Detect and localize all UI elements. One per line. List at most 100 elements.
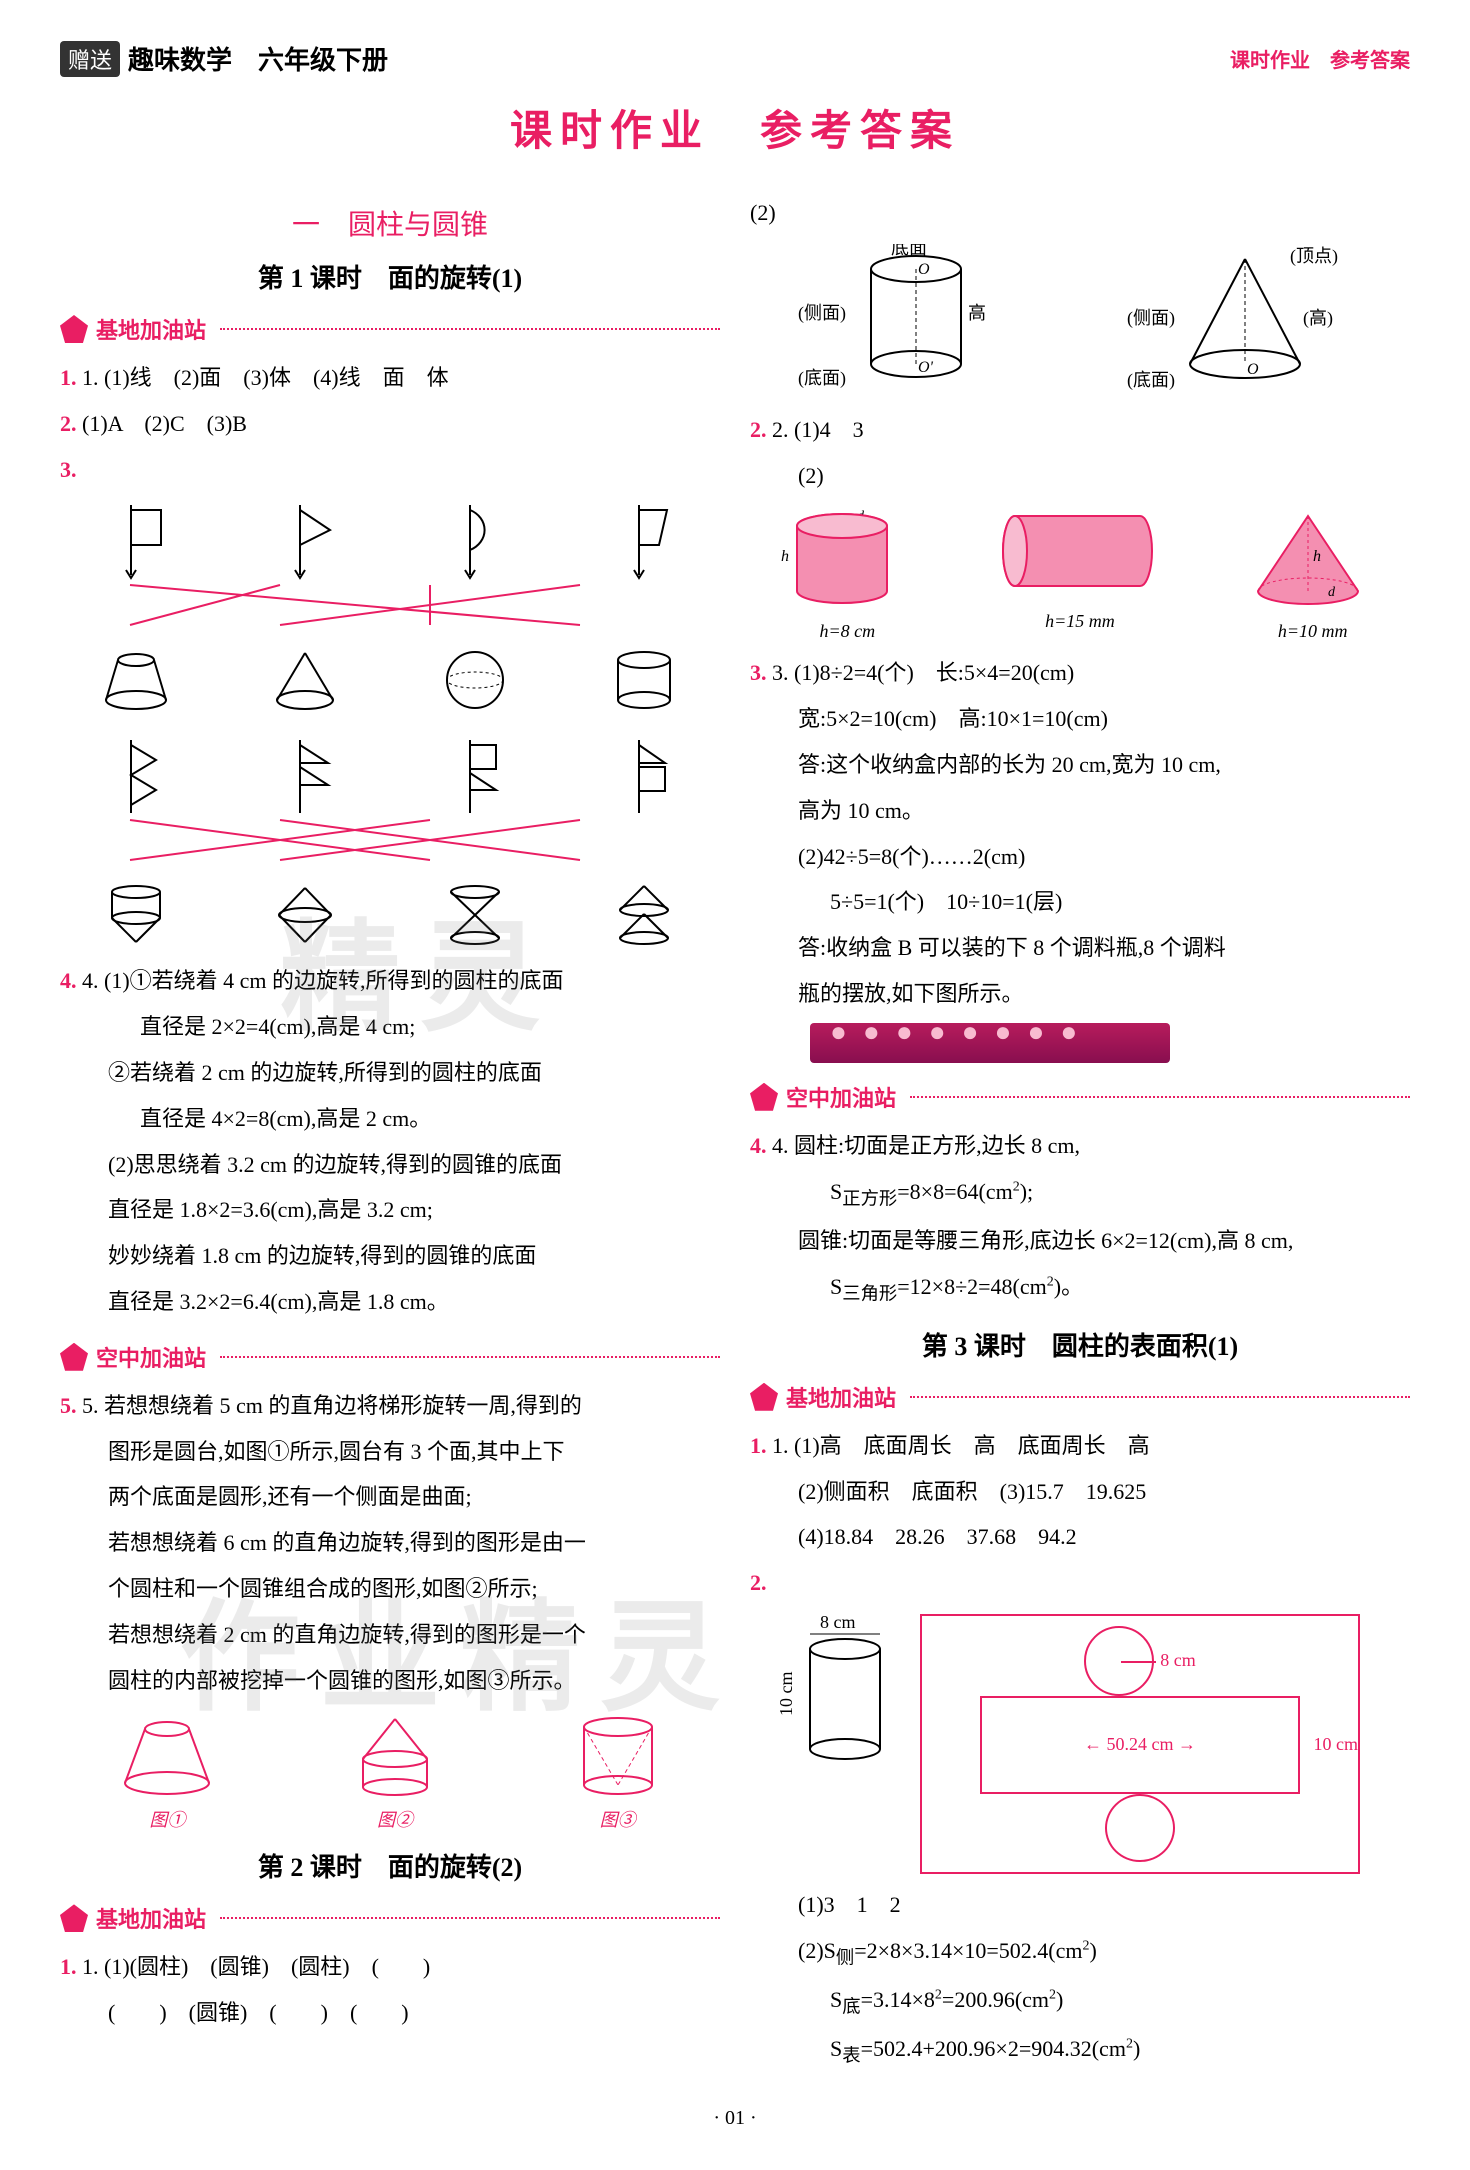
l2-q3-5: 5÷5=1(个) 10÷10=1(层) bbox=[750, 881, 1410, 923]
svg-text:d: d bbox=[1328, 585, 1336, 600]
pink-cylinder-side-icon bbox=[990, 506, 1170, 606]
top-circle bbox=[1084, 1626, 1154, 1696]
q3-answer: 3. bbox=[60, 449, 720, 491]
right-column: (2) 底面 O O' (侧面) 高 (底面) bbox=[750, 188, 1410, 2077]
section-banner-base2: 基地加油站 bbox=[60, 1902, 720, 1934]
q5-line: 两个底面是圆形,还有一个侧面是曲面; bbox=[60, 1476, 720, 1518]
qnum: 2. bbox=[60, 411, 77, 436]
q1-answer: 1. 1. (1)线 (2)面 (3)体 (4)线 面 体 bbox=[60, 357, 720, 399]
labeled-cylinder: 底面 O O' (侧面) 高 (底面) bbox=[796, 244, 1016, 399]
trapezoid-flag-icon bbox=[609, 500, 679, 580]
section-banner-sky1: 空中加油站 bbox=[60, 1341, 720, 1373]
pink-cylinder-1: d h h=8 cm bbox=[777, 506, 917, 642]
fig3: 图③ bbox=[568, 1711, 668, 1832]
l3-q2-1: (1)3 1 2 bbox=[750, 1884, 1410, 1926]
lesson3-title: 第 3 课时 圆柱的表面积(1) bbox=[750, 1326, 1410, 1363]
l2-q4-2: S正方形=8×8=64(cm2); bbox=[750, 1171, 1410, 1216]
l3-q1-1: 1. 1. (1)高 底面周长 高 底面周长 高 bbox=[750, 1425, 1410, 1467]
svg-text:O: O bbox=[918, 261, 930, 278]
section-banner-sky2: 空中加油站 bbox=[750, 1081, 1410, 1113]
cone-labeled-icon: (顶点) (侧面) (高) (底面) O bbox=[1125, 244, 1365, 394]
q4-line: 直径是 2×2=4(cm),高是 4 cm; bbox=[60, 1006, 720, 1048]
cyl-cone-icon bbox=[96, 880, 176, 950]
svg-text:(底面): (底面) bbox=[1127, 370, 1175, 391]
cyl-cone-pink-icon bbox=[345, 1711, 445, 1801]
l2-q4-1: 4. 4. 圆柱:切面是正方形,边长 8 cm, bbox=[750, 1125, 1410, 1167]
l2-q3-6b: 瓶的摆放,如下图所示。 bbox=[750, 973, 1410, 1015]
q4-line: (2)思思绕着 3.2 cm 的边旋转,得到的圆锥的底面 bbox=[60, 1144, 720, 1186]
label-top: 底面 bbox=[891, 244, 927, 258]
svg-text:高: 高 bbox=[968, 303, 986, 323]
section-banner-base1: 基地加油站 bbox=[60, 313, 720, 345]
fig1: 图① bbox=[112, 1711, 222, 1832]
section-label: 空中加油站 bbox=[96, 1341, 206, 1373]
q5-line: 5. 5. 若想想绕着 5 cm 的直角边将梯形旋转一周,得到的 bbox=[60, 1385, 720, 1427]
cone-icon bbox=[265, 645, 345, 715]
l3-q1-3: (4)18.84 28.26 37.68 94.2 bbox=[750, 1516, 1410, 1558]
qnum: 5. bbox=[60, 1393, 77, 1418]
matching-lines bbox=[60, 580, 660, 630]
double-triangle-icon bbox=[270, 735, 340, 815]
l2-q2: 2. 2. (1)4 3 bbox=[750, 409, 1410, 451]
content-columns: 一 圆柱与圆锥 第 1 课时 面的旋转(1) 基地加油站 1. 1. (1)线 … bbox=[60, 188, 1410, 2077]
qnum: 1. bbox=[750, 1433, 767, 1458]
fig-label: 图② bbox=[345, 1806, 445, 1832]
text: 1. (1)(圆柱) (圆锥) (圆柱) ( ) bbox=[82, 1954, 430, 1979]
pink-cylinder-icon: d h bbox=[777, 506, 907, 616]
bicone-icon bbox=[265, 880, 345, 950]
lesson1-title: 第 1 课时 面的旋转(1) bbox=[60, 258, 720, 295]
l2-q3-2: 宽:5×2=10(cm) 高:10×1=10(cm) bbox=[750, 698, 1410, 740]
tray-diagram bbox=[810, 1023, 1170, 1063]
fig-label: 图③ bbox=[568, 1806, 668, 1832]
main-title: 课时作业 参考答案 bbox=[60, 97, 1410, 158]
shapes-row-2 bbox=[60, 645, 720, 715]
svg-text:(底面): (底面) bbox=[798, 368, 846, 389]
hourglass-icon bbox=[435, 880, 515, 950]
qnum: 1. bbox=[60, 365, 77, 390]
l2-q3-4: (2)42÷5=8(个)……2(cm) bbox=[750, 836, 1410, 878]
matching-lines-2 bbox=[60, 815, 660, 865]
unfolded-diagram: 8 cm ← 50.24 cm → 10 cm bbox=[920, 1614, 1360, 1874]
l2-q4-4: S三角形=12×8÷2=48(cm2)。 bbox=[750, 1266, 1410, 1311]
labeled-cone: (顶点) (侧面) (高) (底面) O bbox=[1125, 244, 1365, 399]
svg-text:O': O' bbox=[918, 359, 934, 376]
left-column: 一 圆柱与圆锥 第 1 课时 面的旋转(1) 基地加油站 1. 1. (1)线 … bbox=[60, 188, 720, 2077]
q5-line: 若想想绕着 6 cm 的直角边旋转,得到的图形是由一 bbox=[60, 1522, 720, 1564]
height-label: 10 cm bbox=[1314, 1734, 1359, 1755]
triangle-rect-icon bbox=[609, 735, 679, 815]
l2-q2-2: (2) bbox=[750, 455, 1410, 497]
fig2: 图② bbox=[345, 1711, 445, 1832]
frustum-pink-icon bbox=[112, 1711, 222, 1801]
sphere-icon bbox=[435, 645, 515, 715]
l2-q3-3b: 高为 10 cm。 bbox=[750, 790, 1410, 832]
half-bowtie-icon bbox=[101, 735, 171, 815]
l3-q1-2: (2)侧面积 底面积 (3)15.7 19.625 bbox=[750, 1471, 1410, 1513]
l3-q2-2: (2)S侧=2×8×3.14×10=502.4(cm2) bbox=[750, 1930, 1410, 1975]
text: 1. (1)线 (2)面 (3)体 (4)线 面 体 bbox=[82, 365, 449, 390]
section-label: 基地加油站 bbox=[96, 1902, 206, 1934]
frustum-icon bbox=[96, 645, 176, 715]
q4-line: 妙妙绕着 1.8 cm 的边旋转,得到的圆锥的底面 bbox=[60, 1235, 720, 1277]
text: 5. 若想想绕着 5 cm 的直角边将梯形旋转一周,得到的 bbox=[82, 1393, 582, 1418]
q5-line: 若想想绕着 2 cm 的直角边旋转,得到的图形是一个 bbox=[60, 1614, 720, 1656]
svg-text:(高): (高) bbox=[1303, 308, 1333, 329]
shapes-row-4 bbox=[60, 880, 720, 950]
q4-line: 直径是 4×2=8(cm),高是 2 cm。 bbox=[60, 1098, 720, 1140]
text: 4. (1)①若绕着 4 cm 的边旋转,所得到的圆柱的底面 bbox=[82, 968, 564, 993]
svg-text:O: O bbox=[1247, 361, 1259, 378]
cyl-hole-pink-icon bbox=[568, 1711, 668, 1801]
flag-shape-icon bbox=[101, 500, 171, 580]
qnum: 1. bbox=[60, 1954, 77, 1979]
q5-line: 图形是圆台,如图①所示,圆台有 3 个面,其中上下 bbox=[60, 1431, 720, 1473]
shapes-row-1 bbox=[60, 500, 720, 580]
q4-line: 直径是 1.8×2=3.6(cm),高是 3.2 cm; bbox=[60, 1189, 720, 1231]
caption: h=8 cm bbox=[777, 621, 917, 642]
triangle-flag-icon bbox=[270, 500, 340, 580]
q4-line: ②若绕着 2 cm 的边旋转,所得到的圆柱的底面 bbox=[60, 1052, 720, 1094]
lesson2-title: 第 2 课时 面的旋转(2) bbox=[60, 1847, 720, 1884]
header-left: 赠送 趣味数学 六年级下册 bbox=[60, 40, 388, 77]
chapter-title: 一 圆柱与圆锥 bbox=[60, 203, 720, 243]
bottom-circle bbox=[1105, 1794, 1175, 1862]
header-right: 课时作业 参考答案 bbox=[1230, 44, 1410, 73]
qnum: 3. bbox=[60, 457, 77, 482]
